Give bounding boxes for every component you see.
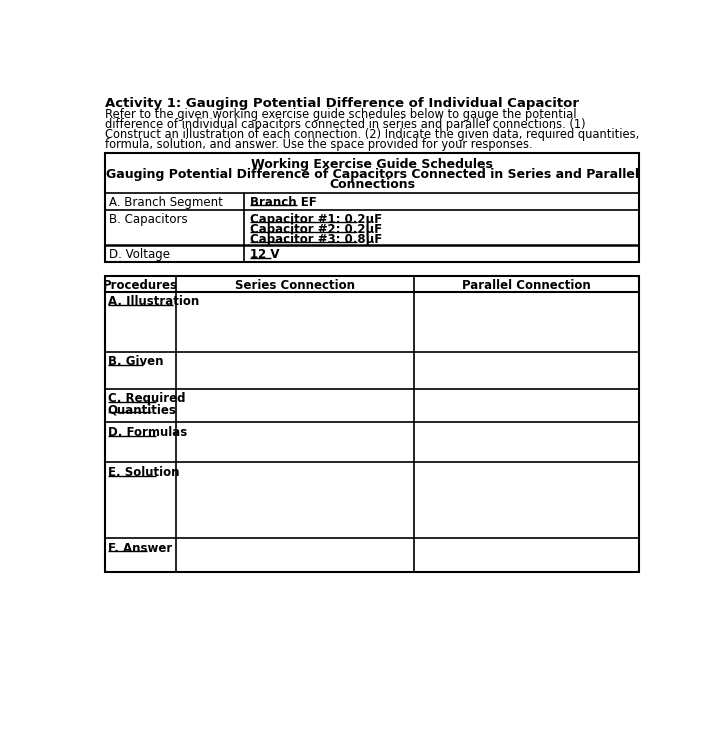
Text: F. Answer: F. Answer	[107, 542, 172, 555]
Text: Construct an illustration of each connection. (2) Indicate the given data, requi: Construct an illustration of each connec…	[105, 128, 639, 141]
Text: A. Illustration: A. Illustration	[107, 295, 199, 308]
Text: Quantities: Quantities	[107, 403, 176, 416]
Text: E. Solution: E. Solution	[107, 467, 179, 480]
Bar	[105, 153, 640, 262]
Text: Gauging Potential Difference of Capacitors Connected in Series and Parallel: Gauging Potential Difference of Capacito…	[105, 168, 639, 182]
Text: A. Branch Segment: A. Branch Segment	[109, 196, 222, 209]
Text: Parallel Connection: Parallel Connection	[462, 279, 591, 292]
Text: Connections: Connections	[329, 179, 415, 191]
Text: Working Exercise Guide Schedules: Working Exercise Guide Schedules	[251, 158, 493, 171]
Text: Capacitor #1: 0.2μF: Capacitor #1: 0.2μF	[250, 213, 383, 226]
Text: D. Formulas: D. Formulas	[107, 426, 187, 440]
Text: C. Required: C. Required	[107, 392, 185, 405]
Text: Procedures: Procedures	[103, 279, 178, 292]
Text: B. Given: B. Given	[107, 356, 163, 368]
Text: Series Connection: Series Connection	[235, 279, 355, 292]
Text: formula, solution, and answer. Use the space provided for your responses.: formula, solution, and answer. Use the s…	[105, 139, 532, 152]
Text: difference of individual capacitors connected in series and parallel connections: difference of individual capacitors conn…	[105, 118, 585, 131]
Text: Branch EF: Branch EF	[250, 196, 317, 209]
Text: D. Voltage: D. Voltage	[109, 249, 170, 262]
Text: Refer to the given working exercise guide schedules below to gauge the potential: Refer to the given working exercise guid…	[105, 109, 576, 121]
Text: Activity 1: Gauging Potential Difference of Individual Capacitor: Activity 1: Gauging Potential Difference…	[105, 97, 579, 110]
Text: B. Capacitors: B. Capacitors	[109, 213, 187, 226]
Bar	[105, 276, 640, 572]
Text: Capacitor #2: 0.2μF: Capacitor #2: 0.2μF	[250, 223, 383, 236]
Text: Capacitor #3: 0.8μF: Capacitor #3: 0.8μF	[250, 233, 383, 246]
Text: 12 V: 12 V	[250, 249, 280, 262]
